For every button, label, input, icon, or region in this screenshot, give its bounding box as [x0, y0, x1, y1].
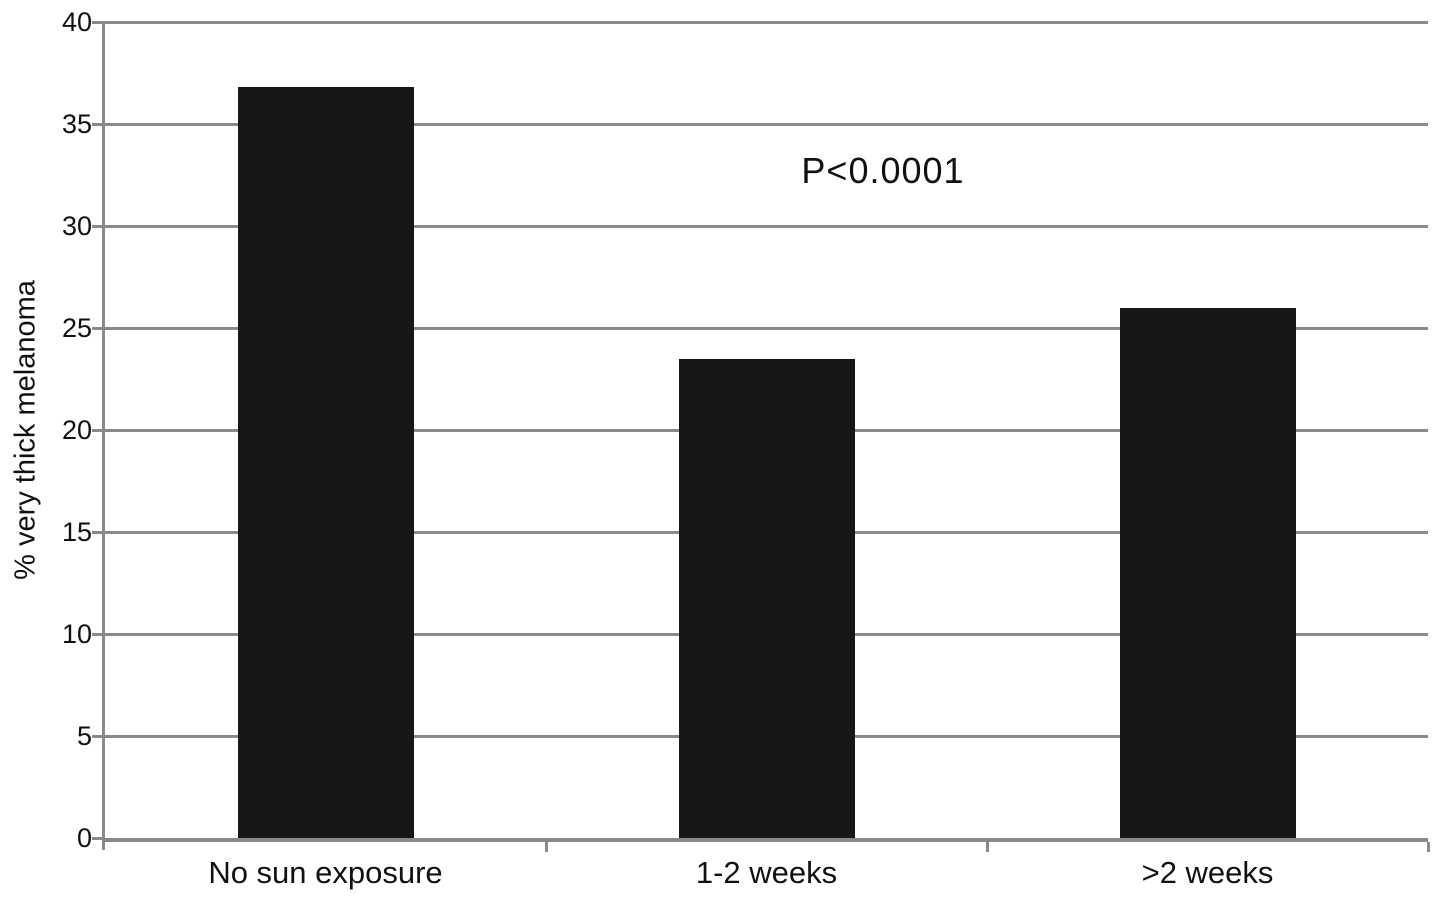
x-axis-line [102, 838, 1428, 842]
y-tick-mark-35 [92, 122, 105, 126]
y-tick-mark-5 [92, 734, 105, 738]
y-tick-label-20: 20 [61, 415, 92, 445]
x-tick-mark-2 [985, 842, 989, 852]
x-tick-label-2-weeks: >2 weeks [1141, 855, 1274, 890]
gridline-y-40 [105, 20, 1428, 24]
x-tick-label-1-2-weeks: 1-2 weeks [695, 855, 838, 890]
gridline-y-35 [105, 122, 1428, 126]
gridline-y-25 [105, 326, 1428, 330]
y-tick-label-15: 15 [61, 517, 92, 547]
y-axis-line [102, 22, 105, 850]
y-tick-label-5: 5 [76, 721, 92, 751]
y-tick-mark-0 [92, 836, 105, 840]
y-tick-mark-30 [92, 224, 105, 228]
gridline-y-30 [105, 224, 1428, 228]
y-tick-mark-10 [92, 632, 105, 636]
y-tick-mark-20 [92, 428, 105, 432]
plot-area: P<0.0001 [92, 20, 1430, 852]
x-tick-mark-1 [544, 842, 548, 852]
p-value-annotation: P<0.0001 [801, 150, 965, 191]
y-tick-label-30: 30 [61, 211, 92, 241]
y-tick-label-0: 0 [76, 823, 92, 853]
bar-1-2-weeks [678, 358, 855, 838]
bar-2-weeks [1119, 307, 1296, 838]
y-tick-mark-15 [92, 530, 105, 534]
x-tick-label-no-sun-exposure: No sun exposure [208, 855, 443, 890]
y-tick-mark-25 [92, 326, 105, 330]
y-tick-mark-40 [92, 20, 105, 24]
y-tick-label-40: 40 [61, 7, 92, 37]
y-tick-label-10: 10 [61, 619, 92, 649]
y-tick-label-35: 35 [61, 109, 92, 139]
x-tick-mark-3 [1426, 842, 1430, 852]
y-tick-label-25: 25 [61, 313, 92, 343]
bar-no-sun-exposure [237, 87, 414, 838]
